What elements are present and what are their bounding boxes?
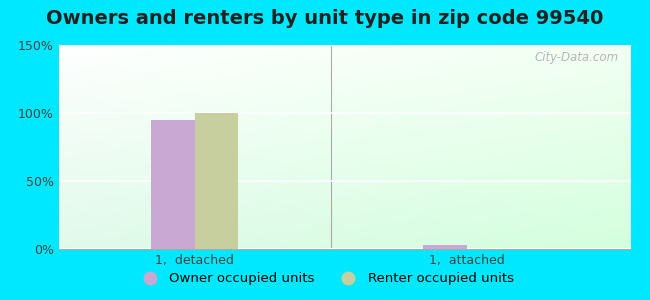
Text: City-Data.com: City-Data.com (535, 51, 619, 64)
Bar (151, 120, 195, 249)
Text: Owners and renters by unit type in zip code 99540: Owners and renters by unit type in zip c… (46, 9, 604, 28)
Bar (424, 245, 467, 249)
Legend: Owner occupied units, Renter occupied units: Owner occupied units, Renter occupied un… (131, 267, 519, 290)
Bar (195, 113, 239, 249)
